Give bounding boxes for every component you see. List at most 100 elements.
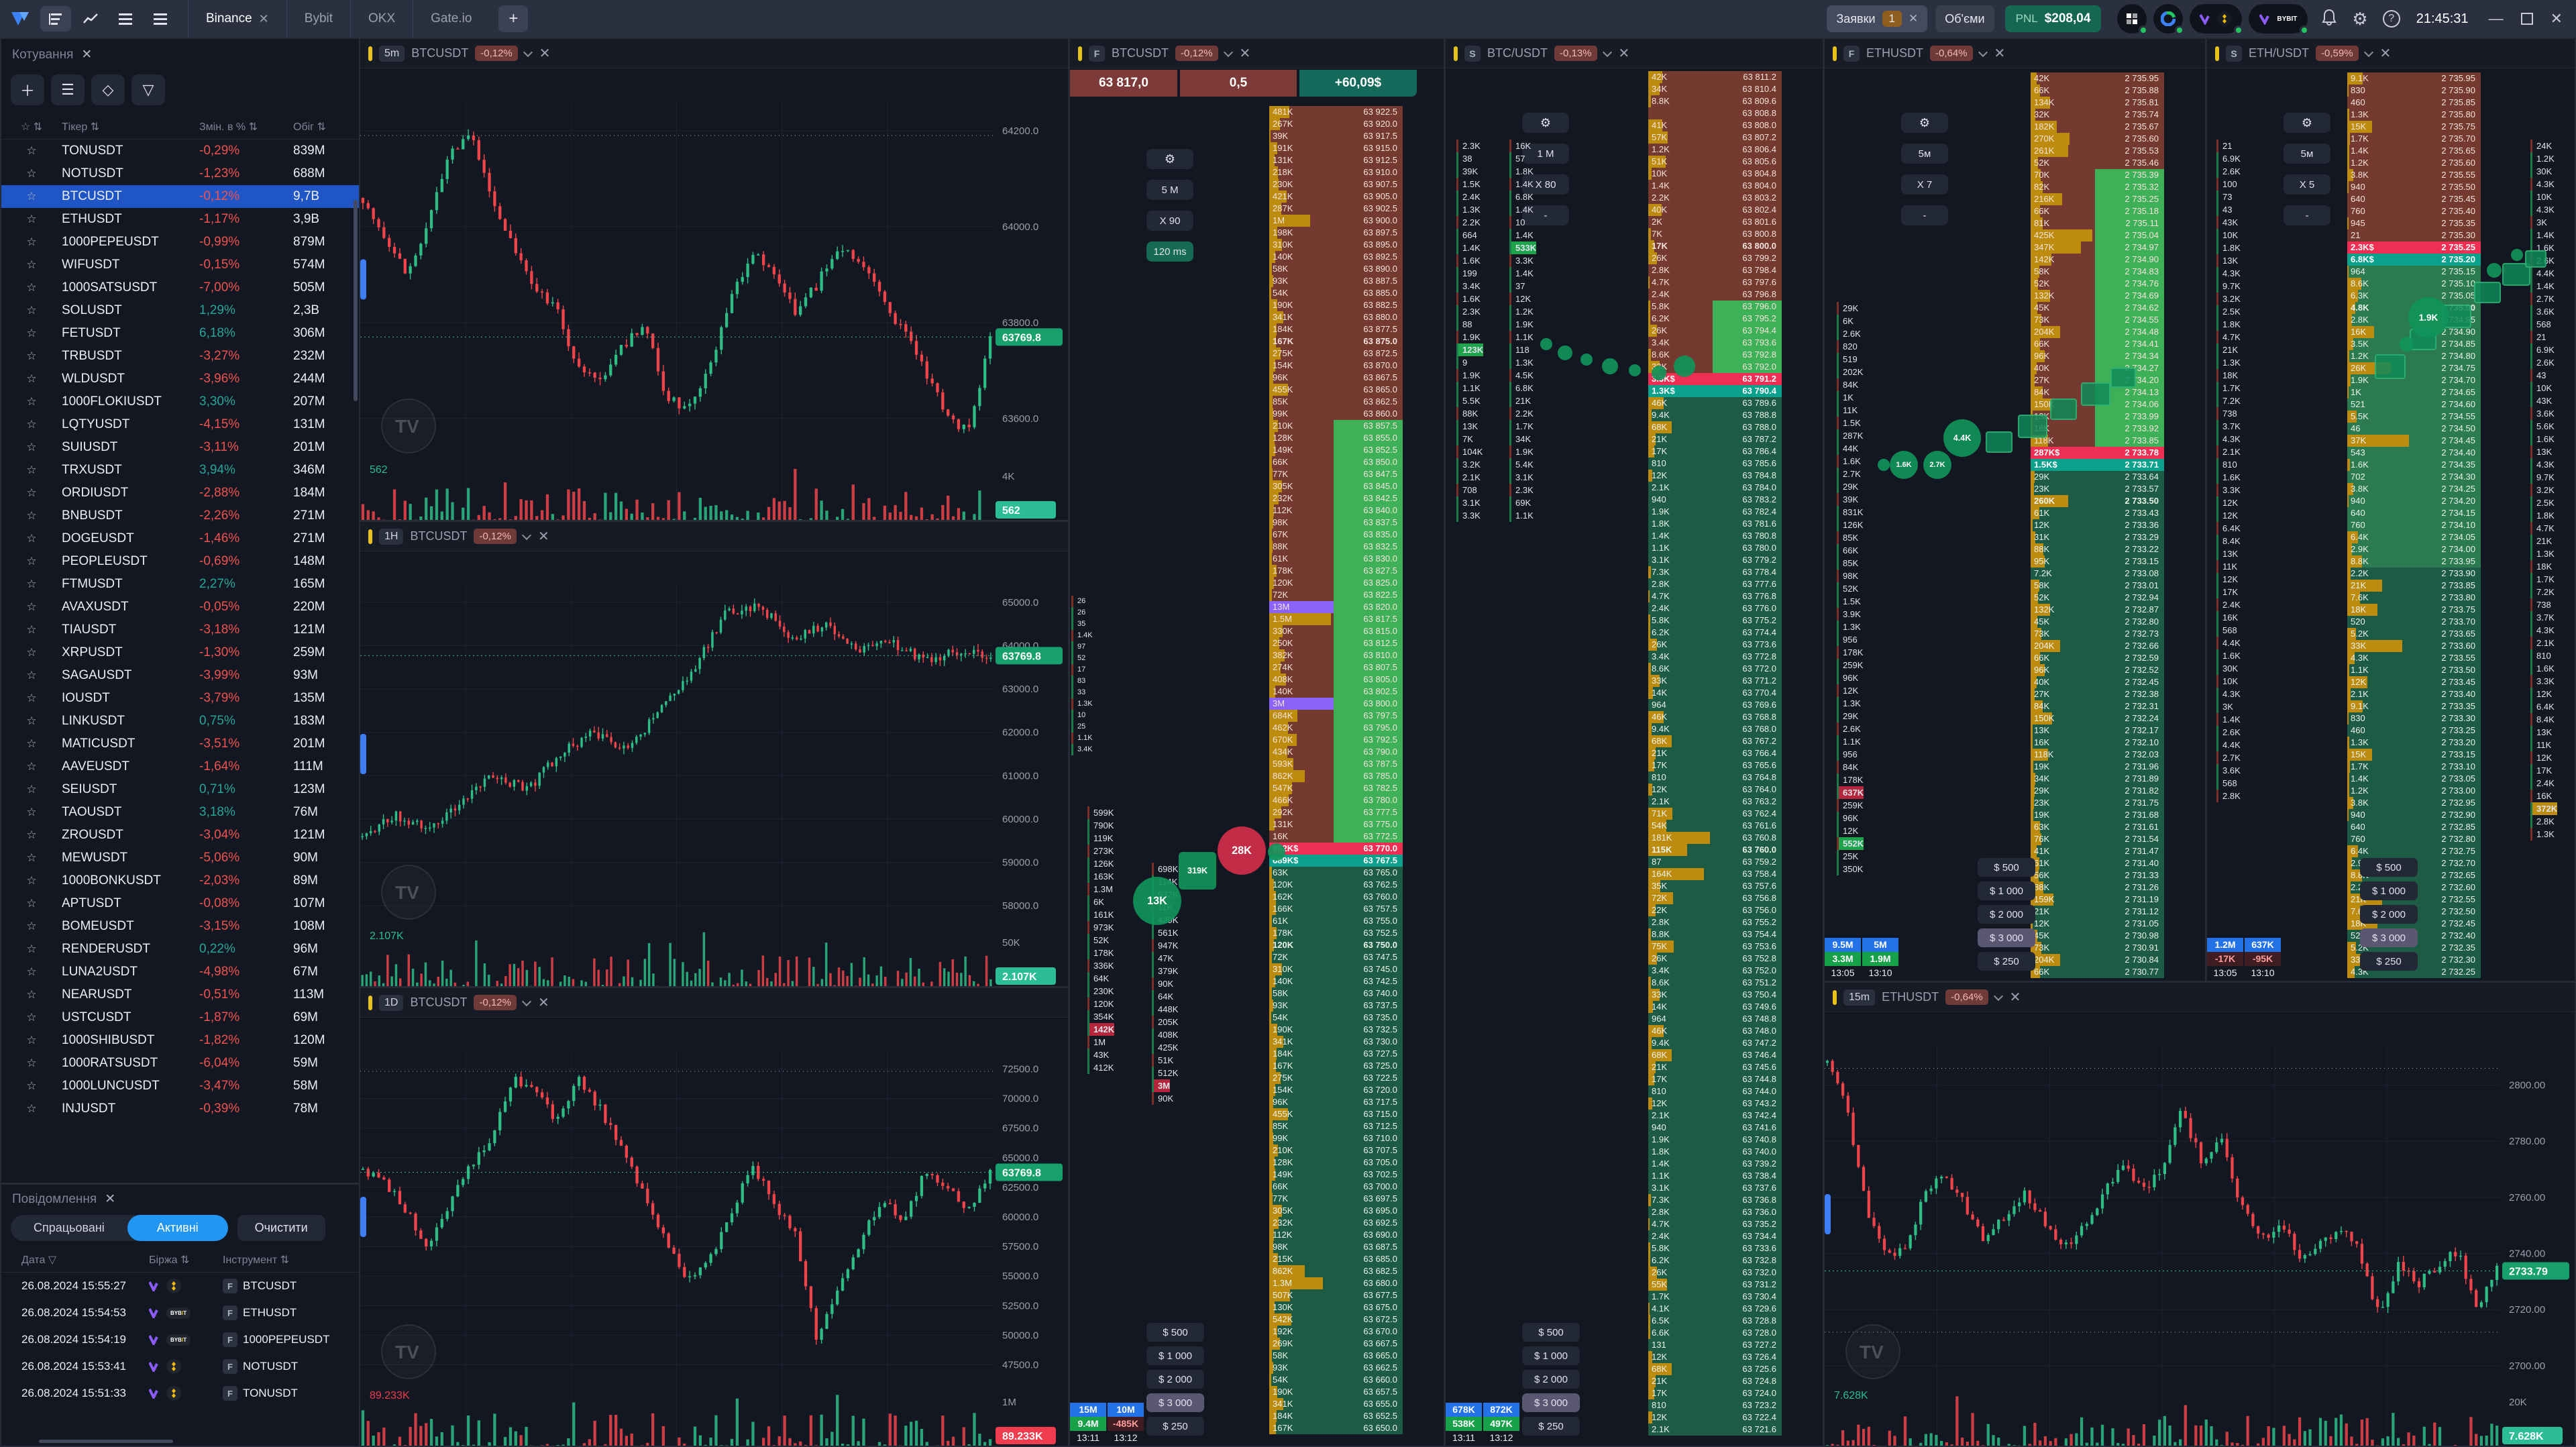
ladder-row[interactable]: 542K 63 672.5 [1269, 1314, 1403, 1326]
orders-button[interactable]: Заявки 1 ✕ [1827, 5, 1928, 32]
ladder-row[interactable]: 1.7K 63 730.4 [1648, 1291, 1782, 1303]
ladder-row[interactable]: 98K 63 687.5 [1269, 1241, 1403, 1253]
ladder-row[interactable]: 5.8K 63 775.2 [1648, 614, 1782, 627]
tab-bybit[interactable]: Bybit [286, 0, 350, 38]
ladder-row[interactable]: 1.2K 2 733.00 [2347, 785, 2481, 797]
ladder-row[interactable]: 230K 63 907.5 [1269, 178, 1403, 191]
ladder-row[interactable]: 45K 2 730.98 [2031, 930, 2164, 942]
col-change[interactable]: Змін. в % ⇅ [199, 121, 258, 133]
ticker-row[interactable]: ☆ INJUSDT -0,39% 78M [1, 1097, 359, 1120]
ladder-row[interactable]: 66K 2 732.59 [2031, 652, 2164, 664]
chevron-down-icon[interactable] [1602, 47, 1612, 57]
ladder-row[interactable]: 164K 63 758.4 [1648, 868, 1782, 880]
favorite-star-icon[interactable]: ☆ [26, 646, 37, 659]
ladder-row[interactable]: 8.6K 2 735.10 [2347, 278, 2481, 290]
ladder-row[interactable]: 760 2 735.40 [2347, 205, 2481, 217]
ladder-row[interactable]: 46K 63 768.8 [1648, 711, 1782, 723]
favorite-star-icon[interactable]: ☆ [26, 1057, 37, 1069]
favorite-star-icon[interactable]: ☆ [26, 190, 37, 203]
ladder-row[interactable]: 17K 63 744.8 [1648, 1073, 1782, 1085]
ladder-row[interactable]: 760 2 732.80 [2347, 833, 2481, 845]
ladder-row[interactable]: 128K 63 705.0 [1269, 1157, 1403, 1169]
ladder-row[interactable]: 58K 2 734.83 [2031, 266, 2164, 278]
chart-canvas[interactable]: 64200.064000.063800.063600.0TV5624K03:00… [360, 39, 1068, 520]
usd-step-button[interactable]: $ 3 000 [1146, 1393, 1204, 1412]
favorite-star-icon[interactable]: ☆ [26, 418, 37, 431]
dom-scale-button[interactable]: X 5 [2284, 174, 2330, 195]
dom-settings-button[interactable]: ⚙ [1522, 113, 1569, 133]
favorite-star-icon[interactable]: ☆ [26, 372, 37, 385]
ladder-row[interactable]: 945 2 735.35 [2347, 217, 2481, 229]
volumes-button[interactable]: Об'єми [1935, 5, 1994, 32]
ladder-row[interactable]: 132K 2 734.69 [2031, 290, 2164, 302]
ladder-row[interactable]: 964 63 769.6 [1648, 699, 1782, 711]
ladder-row[interactable]: 2.8K 63 798.4 [1648, 264, 1782, 276]
ladder-row[interactable]: 93K 63 737.5 [1269, 1000, 1403, 1012]
ladder-row[interactable]: 77K 63 697.5 [1269, 1193, 1403, 1205]
col-date[interactable]: Дата ▽ [21, 1254, 57, 1266]
usd-step-button[interactable]: $ 500 [1978, 858, 2035, 877]
ladder-row[interactable]: 2.1K 63 721.6 [1648, 1424, 1782, 1436]
ladder-row[interactable]: 481K 63 922.5 [1269, 106, 1403, 118]
ticker-row[interactable]: ☆ NEARUSDT -0,51% 113M [1, 983, 359, 1006]
usd-step-button[interactable]: $ 1 000 [1146, 1346, 1204, 1365]
ticker-row[interactable]: ☆ SOLUSDT 1,29% 2,3B [1, 299, 359, 322]
usd-step-button[interactable]: $ 2 000 [2360, 905, 2418, 924]
maximize-button[interactable] [2520, 13, 2533, 25]
tab-close-icon[interactable]: ✕ [258, 11, 269, 25]
ladder-row[interactable]: 940 2 732.90 [2347, 809, 2481, 821]
ticker-row[interactable]: ☆ ORDIUSDT -2,88% 184M [1, 482, 359, 504]
dom-scale-button[interactable]: X 80 [1522, 174, 1569, 195]
ladder-row[interactable]: 182K 2 735.67 [2031, 121, 2164, 133]
usd-step-button[interactable]: $ 250 [2360, 952, 2418, 971]
ladder-row[interactable]: 1.6K 2 734.35 [2347, 459, 2481, 471]
favorite-star-icon[interactable]: ☆ [26, 555, 37, 568]
ladder-row[interactable]: 8.6K 63 792.8 [1648, 349, 1782, 361]
ladder-row[interactable]: 61K 63 755.0 [1269, 915, 1403, 927]
ladder-row[interactable]: 63 808.8 [1648, 107, 1782, 119]
ladder-row[interactable]: 12K 2 733.45 [2347, 676, 2481, 688]
ladder-row[interactable]: 462K 63 795.0 [1269, 722, 1403, 734]
favorite-star-icon[interactable]: ☆ [26, 1034, 37, 1047]
favorite-star-icon[interactable]: ☆ [26, 509, 37, 522]
ladder-row[interactable]: 54K 63 735.0 [1269, 1012, 1403, 1024]
alert-row[interactable]: 26.08.2024 15:54:53 BYBIT F ETHUSDT [1, 1299, 359, 1326]
ladder-row[interactable]: 862K 63 682.5 [1269, 1265, 1403, 1277]
ladder-row[interactable]: 34K 2 731.89 [2031, 773, 2164, 785]
quotes-close-icon[interactable]: ✕ [81, 48, 93, 62]
ladder-row[interactable]: 204K 2 730.84 [2031, 954, 2164, 966]
ladder-row[interactable]: 702 2 734.30 [2347, 471, 2481, 483]
tab-done[interactable]: Спрацьовані [34, 1221, 105, 1234]
favorite-star-icon[interactable]: ☆ [26, 806, 37, 818]
favorite-star-icon[interactable]: ☆ [26, 714, 37, 727]
favorite-star-icon[interactable]: ☆ [26, 144, 37, 157]
ladder-row[interactable]: 54K 63 660.0 [1269, 1374, 1403, 1386]
ladder-row[interactable]: 810 63 764.8 [1648, 771, 1782, 784]
ladder-row[interactable]: 4.7K 63 735.2 [1648, 1218, 1782, 1230]
col-instrument[interactable]: Інструмент ⇅ [223, 1254, 290, 1266]
ladder-row[interactable]: 6.2K 63 774.4 [1648, 627, 1782, 639]
ticker-row[interactable]: ☆ AAVEUSDT -1,64% 111M [1, 755, 359, 778]
favorite-star-icon[interactable]: ☆ [26, 623, 37, 636]
ladder-row[interactable]: 3.8K 2 735.55 [2347, 169, 2481, 181]
ladder-row[interactable]: 178K 63 752.5 [1269, 927, 1403, 939]
ladder-row[interactable]: 275K 63 872.5 [1269, 347, 1403, 360]
ladder-row[interactable]: 547K 63 782.5 [1269, 782, 1403, 794]
ladder-row[interactable]: 26K 63 799.2 [1648, 252, 1782, 264]
ladder-row[interactable]: 1.1K 2 733.50 [2347, 664, 2481, 676]
ladder-row[interactable]: 1.4K 63 739.2 [1648, 1158, 1782, 1170]
ladder-row[interactable]: 287K$ 2 733.78 [2031, 447, 2164, 459]
ladder-row[interactable]: 593K 63 787.5 [1269, 758, 1403, 770]
ladder-row[interactable]: 33K 2 733.60 [2347, 640, 2481, 652]
ladder-row[interactable]: 82K 2 735.32 [2031, 181, 2164, 193]
ladder-row[interactable]: 1.2K 63 806.4 [1648, 144, 1782, 156]
add-icon[interactable]: ＋ [11, 74, 44, 105]
ladder-row[interactable]: 8.8K 63 809.6 [1648, 95, 1782, 107]
favorite-star-icon[interactable]: ☆ [26, 600, 37, 613]
ticker-row[interactable]: ☆ APTUSDT -0,08% 107M [1, 892, 359, 915]
ladder-row[interactable]: 22K 63 756.0 [1648, 904, 1782, 916]
settings-gear-icon[interactable]: ⚙ [2352, 8, 2368, 29]
ladder-row[interactable]: 434K 63 790.0 [1269, 746, 1403, 758]
ladder-row[interactable]: 310K 63 745.0 [1269, 963, 1403, 975]
ladder-row[interactable]: 190K 63 882.5 [1269, 299, 1403, 311]
